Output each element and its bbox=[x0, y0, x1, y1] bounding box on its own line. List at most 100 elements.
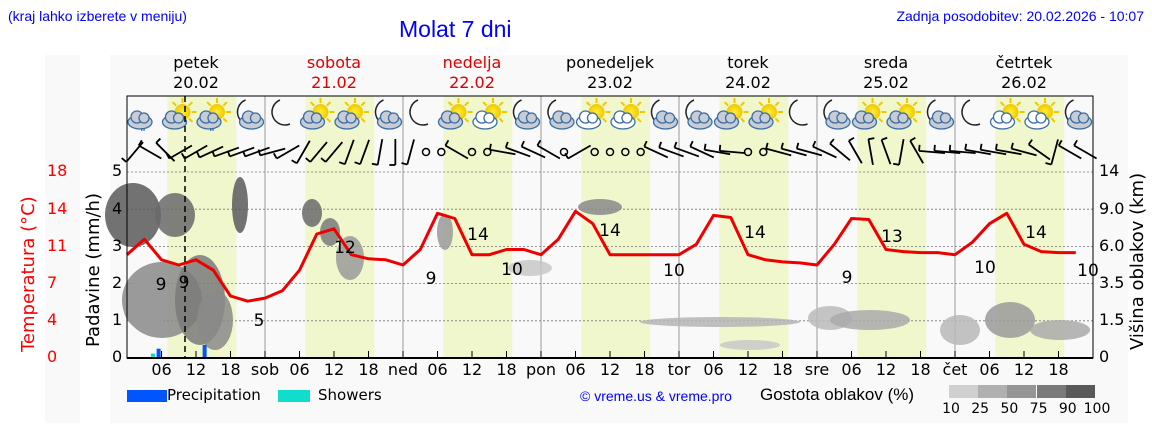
partly-sunny-icon bbox=[886, 98, 921, 130]
x-tick-label: 18 bbox=[910, 360, 931, 379]
day-name: torek bbox=[727, 53, 769, 72]
cloud-density-swatch bbox=[1036, 385, 1066, 398]
partly-sunny-icon bbox=[748, 98, 783, 130]
svg-text:10: 10 bbox=[501, 260, 523, 280]
svg-text:": " bbox=[209, 126, 215, 139]
moon-icon bbox=[409, 99, 429, 126]
partly-sunny-icon bbox=[299, 98, 335, 130]
svg-text:13: 13 bbox=[881, 227, 903, 247]
svg-text:9: 9 bbox=[179, 273, 190, 293]
temperature-axis-panel bbox=[45, 55, 80, 423]
partly-sunny-rain-icon: " bbox=[196, 98, 231, 139]
cloud-density-scale-label: 10 bbox=[942, 401, 960, 417]
x-tick-label: 06 bbox=[151, 360, 172, 379]
day-date: 26.02 bbox=[1001, 73, 1047, 92]
x-tick-label: 12 bbox=[875, 360, 897, 379]
svg-text:14: 14 bbox=[599, 221, 621, 241]
day-header-1: sobota 21.02 bbox=[265, 53, 403, 93]
x-tick-label: 06 bbox=[841, 360, 862, 379]
svg-text:5: 5 bbox=[254, 311, 265, 331]
svg-text:": " bbox=[140, 126, 146, 139]
moon-cloud-icon bbox=[650, 99, 679, 130]
partly-sunny-icon bbox=[851, 98, 887, 130]
svg-text:14: 14 bbox=[467, 225, 489, 245]
axis-tick-label: 4 bbox=[112, 199, 123, 218]
partly-sunny-icon bbox=[161, 98, 197, 130]
x-tick-label: 12 bbox=[185, 360, 207, 379]
x-tick-label: 18 bbox=[358, 360, 379, 379]
cloud-density-swatch bbox=[1007, 385, 1037, 398]
last-update: Zadnja posodobitev: 20.02.2026 - 10:07 bbox=[896, 8, 1144, 24]
day-header-3: ponedeljek 23.02 bbox=[541, 53, 679, 93]
day-date: 22.02 bbox=[449, 73, 495, 92]
axis-tick-label: 4 bbox=[47, 310, 58, 329]
axis-tick-label: 3 bbox=[112, 236, 123, 255]
x-tick-label: 18 bbox=[220, 360, 241, 379]
showers-legend-label: Showers bbox=[318, 386, 382, 404]
day-header-6: četrtek 26.02 bbox=[955, 53, 1093, 93]
cloud-rain-icon: " bbox=[127, 110, 153, 139]
cloud-density-title: Gostota oblakov (%) bbox=[760, 385, 915, 404]
x-tick-label: čet bbox=[942, 360, 968, 379]
x-tick-label: ned bbox=[387, 360, 419, 379]
axis-tick-label: 5 bbox=[112, 161, 123, 180]
axis-tick-label: 0 bbox=[47, 347, 58, 366]
axis-tick-label: 0 bbox=[1099, 347, 1110, 366]
day-date: 25.02 bbox=[863, 73, 909, 92]
temperature-line bbox=[125, 209, 1076, 303]
sunny-cloud-icon bbox=[1024, 98, 1059, 130]
x-ticks bbox=[161, 351, 1059, 358]
cloud-density-swatch bbox=[1065, 385, 1095, 398]
svg-text:10: 10 bbox=[974, 258, 996, 278]
day-header-0: petek 20.02 bbox=[127, 53, 265, 93]
day-date: 20.02 bbox=[173, 73, 219, 92]
x-tick-label: 18 bbox=[496, 360, 517, 379]
axis-tick-label: 2 bbox=[112, 273, 123, 292]
copyright-link[interactable]: © vreme.us & vreme.pro bbox=[580, 388, 732, 404]
precipitation-axis-title: Padavine (mm/h) bbox=[83, 193, 104, 347]
axis-tick-label: 9.0 bbox=[1099, 199, 1125, 218]
region-note[interactable]: (kraj lahko izberete v meniju) bbox=[8, 8, 187, 24]
cloud-density-scale-label: 90 bbox=[1058, 401, 1077, 417]
moon-cloud-icon bbox=[236, 99, 265, 130]
axis-tick-label: 3.5 bbox=[1099, 273, 1125, 292]
sunny-cloud-icon bbox=[575, 98, 611, 130]
day-name: sreda bbox=[863, 53, 909, 72]
day-date: 23.02 bbox=[587, 73, 633, 92]
moon-icon bbox=[271, 99, 291, 126]
x-tick-label: 18 bbox=[772, 360, 793, 379]
wind-barbs-row bbox=[121, 136, 1098, 166]
day-date: 24.02 bbox=[725, 73, 771, 92]
x-tick-label: pon bbox=[525, 360, 557, 379]
cloud-density-field bbox=[105, 177, 1090, 350]
partly-sunny-icon bbox=[713, 98, 749, 130]
axis-tick-label: 0 bbox=[112, 347, 123, 366]
moon-cloud-icon bbox=[374, 99, 403, 130]
moon-cloud-icon bbox=[1064, 99, 1093, 130]
x-tick-label: tor bbox=[667, 360, 691, 379]
x-tick-label: 06 bbox=[979, 360, 1000, 379]
x-tick-label: 18 bbox=[634, 360, 655, 379]
partly-sunny-icon bbox=[437, 98, 473, 130]
svg-text:10: 10 bbox=[1077, 261, 1099, 281]
precipitation-swatch bbox=[127, 390, 167, 402]
axis-tick-label: 11 bbox=[47, 236, 68, 255]
x-tick-label: 18 bbox=[1048, 360, 1069, 379]
day-name: ponedeljek bbox=[566, 53, 654, 72]
cloud-density-scale-label: 25 bbox=[971, 401, 990, 417]
svg-text:9: 9 bbox=[842, 268, 853, 288]
moon-cloud-icon bbox=[685, 99, 713, 130]
x-tick-label: 06 bbox=[565, 360, 586, 379]
sunny-cloud-icon bbox=[989, 98, 1025, 130]
svg-text:9: 9 bbox=[156, 275, 167, 295]
axis-tick-label: 1.5 bbox=[1099, 310, 1125, 329]
x-tick-label: 06 bbox=[703, 360, 724, 379]
moon-cloud-icon bbox=[547, 99, 575, 130]
cloud-density-scale-label: 100 bbox=[1083, 401, 1111, 417]
x-tick-label: 12 bbox=[737, 360, 759, 379]
axis-tick-label: 6.0 bbox=[1099, 236, 1125, 255]
day-header-4: torek 24.02 bbox=[679, 53, 817, 93]
sunny-cloud-icon bbox=[472, 98, 507, 130]
x-tick-label: 12 bbox=[1013, 360, 1035, 379]
